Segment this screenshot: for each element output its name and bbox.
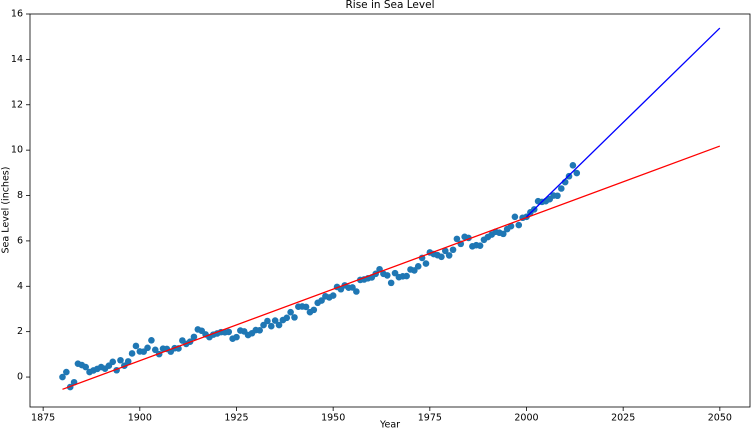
- y-tick-label: 4: [17, 281, 23, 292]
- scatter-point: [499, 230, 507, 238]
- scatter-point: [128, 350, 136, 357]
- scatter-point: [287, 308, 294, 316]
- scatter-point: [82, 363, 89, 371]
- scatter-point: [511, 213, 519, 221]
- scatter-point: [515, 221, 523, 229]
- scatter-point: [283, 314, 291, 322]
- scatter-point: [414, 263, 422, 270]
- x-tick-label: 2025: [611, 413, 635, 424]
- y-axis-label: Sea Level (inches): [1, 167, 12, 254]
- scatter-point: [63, 368, 70, 376]
- scatter-point: [554, 192, 561, 200]
- y-tick-label: 14: [11, 54, 23, 65]
- trend-line: [62, 145, 721, 390]
- y-tick-label: 16: [11, 9, 23, 20]
- scatter-point: [233, 333, 240, 341]
- y-tick-label: 6: [17, 235, 23, 246]
- scatter-point: [329, 292, 337, 299]
- scatter-point: [422, 260, 430, 267]
- scatter-point: [476, 242, 484, 249]
- x-axis-label: Year: [379, 420, 400, 429]
- scatter-point: [151, 346, 159, 354]
- scatter-point: [383, 272, 391, 279]
- x-tick-label: 2000: [514, 413, 538, 424]
- scatter-point: [275, 321, 283, 329]
- scatter-point: [310, 306, 318, 314]
- scatter-point: [569, 162, 577, 169]
- y-tick-label: 8: [17, 190, 23, 201]
- scatter-point: [403, 272, 410, 280]
- scatter-point: [148, 336, 155, 344]
- scatter-point: [441, 247, 449, 255]
- scatter-point: [353, 288, 360, 295]
- y-tick-label: 0: [17, 372, 23, 383]
- x-tick-label: 1900: [128, 413, 152, 424]
- x-tick-label: 2050: [708, 413, 732, 424]
- scatter-point: [445, 252, 453, 259]
- x-tick-label: 1975: [418, 413, 442, 424]
- scatter-point: [302, 303, 310, 311]
- scatter-point: [267, 322, 275, 330]
- scatter-point: [271, 317, 279, 324]
- scatter-point: [117, 356, 124, 364]
- scatter-point: [387, 279, 395, 287]
- scatter-point: [256, 327, 263, 334]
- trend-line: [526, 27, 721, 218]
- x-tick-label: 1875: [31, 413, 55, 424]
- chart-title: Rise in Sea Level: [345, 0, 434, 11]
- scatter-point: [318, 297, 325, 304]
- scatter-point: [291, 314, 298, 321]
- scatter-point: [225, 328, 233, 336]
- scatter-point: [144, 344, 151, 352]
- scatter-point: [132, 342, 140, 350]
- scatter-point: [190, 333, 198, 341]
- y-tick-label: 12: [11, 99, 23, 110]
- x-tick-label: 1925: [224, 413, 248, 424]
- scatter-point: [124, 358, 132, 365]
- scatter-point: [264, 317, 271, 325]
- y-tick-label: 10: [11, 145, 23, 156]
- scatter-point: [449, 246, 457, 254]
- scatter-point: [438, 253, 445, 261]
- plot-frame: [29, 13, 751, 408]
- scatter-point: [557, 185, 565, 192]
- scatter-point: [573, 169, 581, 177]
- scatter-point: [59, 373, 66, 381]
- y-tick-label: 2: [17, 326, 23, 337]
- scatter-point: [453, 235, 461, 243]
- x-tick-label: 1950: [321, 413, 345, 424]
- scatter-point: [109, 358, 117, 366]
